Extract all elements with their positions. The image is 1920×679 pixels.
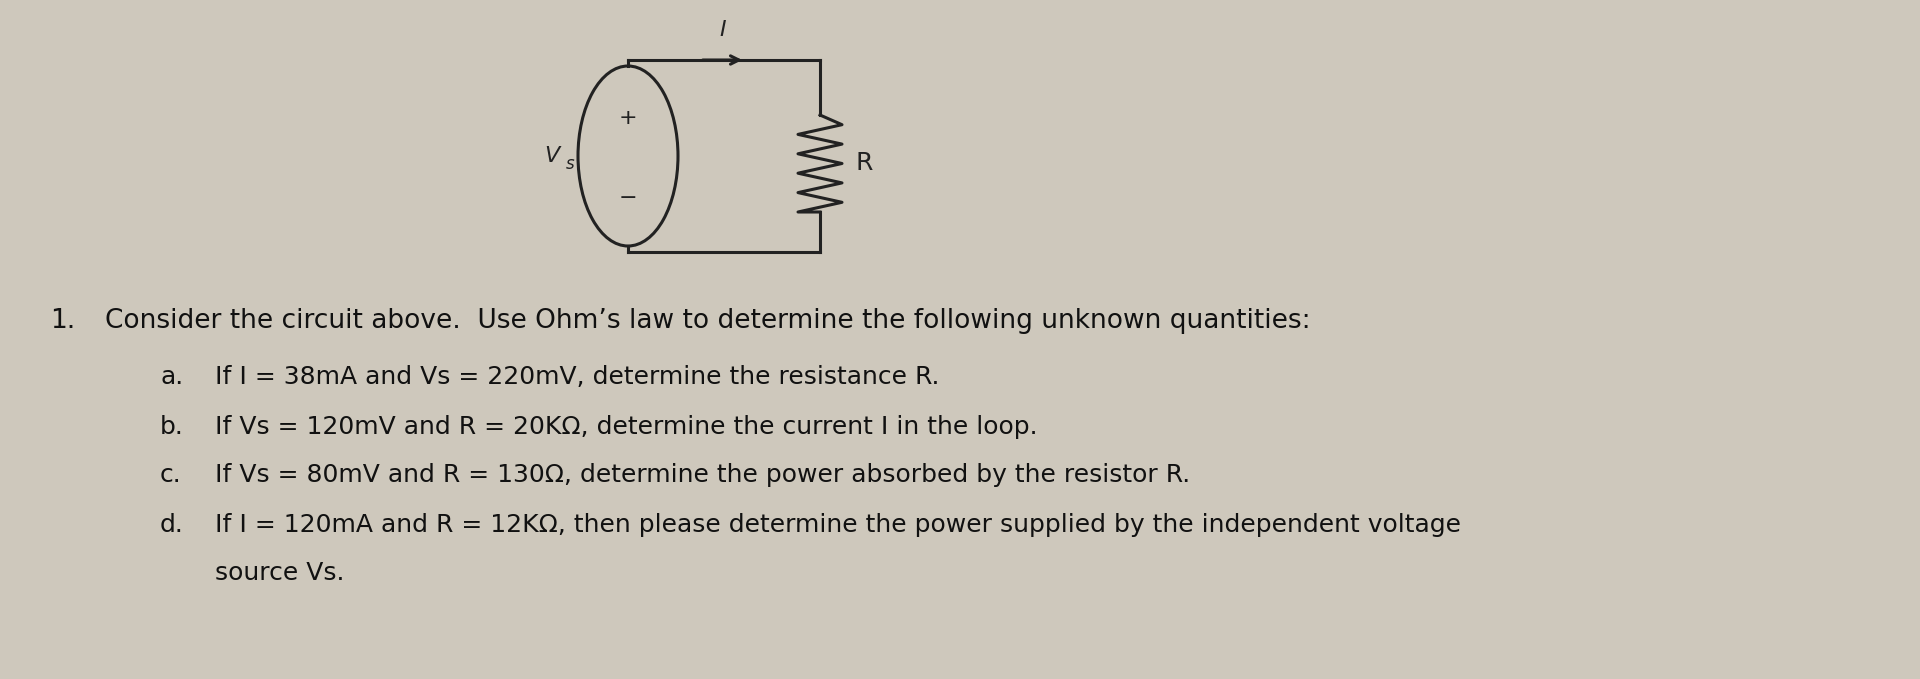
Text: If Vs = 80mV and R = 130Ω, determine the power absorbed by the resistor R.: If Vs = 80mV and R = 130Ω, determine the… (215, 463, 1190, 487)
Text: If I = 120mA and R = 12KΩ, then please determine the power supplied by the indep: If I = 120mA and R = 12KΩ, then please d… (215, 513, 1461, 537)
Text: 1.: 1. (50, 308, 75, 334)
Text: +: + (618, 108, 637, 128)
Text: b.: b. (159, 415, 184, 439)
Text: c.: c. (159, 463, 182, 487)
Text: I: I (720, 20, 726, 40)
Text: V: V (545, 146, 561, 166)
Text: s: s (564, 155, 574, 173)
Text: R: R (856, 151, 874, 175)
Text: a.: a. (159, 365, 182, 389)
Text: If Vs = 120mV and R = 20KΩ, determine the current I in the loop.: If Vs = 120mV and R = 20KΩ, determine th… (215, 415, 1037, 439)
Text: If I = 38mA and Vs = 220mV, determine the resistance R.: If I = 38mA and Vs = 220mV, determine th… (215, 365, 939, 389)
Text: −: − (618, 188, 637, 208)
Text: Consider the circuit above.  Use Ohm’s law to determine the following unknown qu: Consider the circuit above. Use Ohm’s la… (106, 308, 1311, 334)
Text: d.: d. (159, 513, 184, 537)
Text: source Vs.: source Vs. (215, 561, 344, 585)
